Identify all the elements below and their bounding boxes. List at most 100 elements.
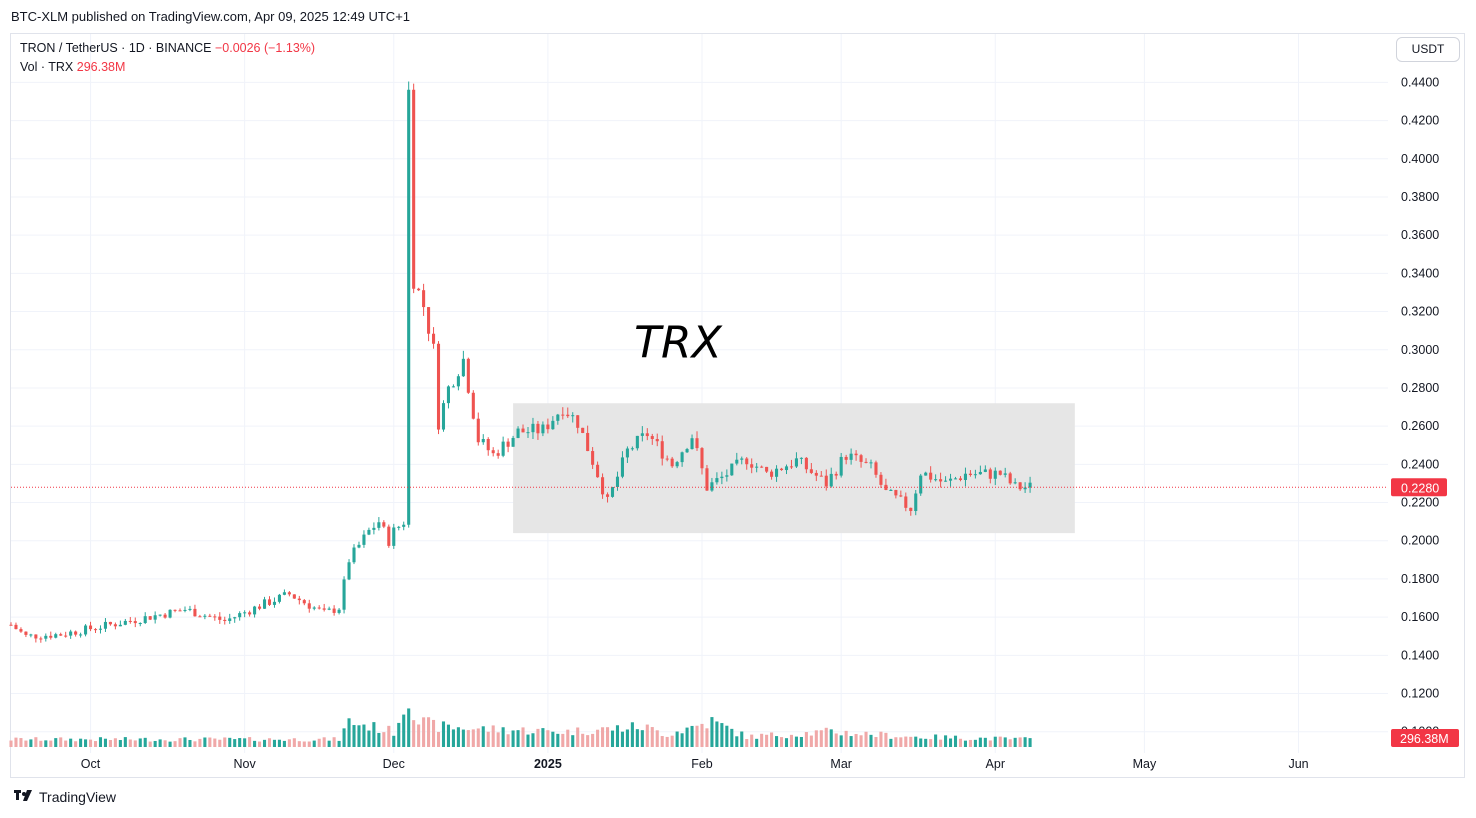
candle-body (44, 635, 48, 639)
candle-body (337, 609, 341, 613)
volume-bar (203, 737, 207, 747)
candle-body (417, 288, 421, 291)
volume-bar (108, 740, 112, 747)
candle-body (312, 607, 316, 609)
candle-body (148, 616, 152, 620)
volume-bar (342, 728, 346, 747)
candle-body (372, 527, 376, 530)
candle-body (24, 631, 28, 635)
volume-bar (864, 731, 868, 747)
price-tick-label: 0.1800 (1401, 572, 1439, 586)
candle-body (432, 333, 436, 344)
candle-body (481, 439, 485, 443)
volume-bar (118, 739, 122, 747)
footer-brand[interactable]: TradingView (11, 789, 116, 805)
volume-bar (944, 735, 948, 747)
candle-body (173, 609, 177, 611)
volume-bar (834, 733, 838, 747)
volume-bar (968, 739, 972, 747)
candle-body (949, 478, 953, 481)
candle-body (889, 489, 893, 491)
candle-body (894, 489, 898, 496)
candle-body (586, 432, 590, 452)
change-text: −0.0026 (−1.13%) (214, 41, 316, 55)
volume-bar (258, 741, 262, 747)
last-volume-label: 296.38M (1391, 729, 1459, 747)
candle-body (362, 534, 366, 545)
price-tick-label: 0.2200 (1401, 496, 1439, 510)
volume-bar (784, 738, 789, 747)
candle-body (591, 451, 595, 465)
volume-bar (750, 734, 754, 747)
volume-bar (461, 729, 465, 747)
candle-body (924, 472, 928, 476)
volume-bar (103, 738, 107, 747)
volume-bar (561, 733, 565, 747)
volume-bar (496, 732, 500, 747)
volume-bar (9, 740, 13, 747)
candle-body (74, 631, 78, 635)
volume-bar (432, 719, 436, 747)
range-box[interactable] (513, 403, 1075, 534)
volume-bar (198, 738, 202, 747)
time-tick-label: Dec (383, 757, 405, 771)
volume-row: Vol · TRX 296.38M (20, 58, 315, 77)
candle-body (784, 466, 789, 471)
volume-bar (34, 737, 38, 747)
volume-bar (874, 737, 878, 747)
candle-body (491, 450, 495, 454)
candle-body (19, 629, 23, 632)
candle-body (476, 418, 480, 443)
candle-body (869, 462, 873, 464)
volume-bar (814, 730, 818, 747)
candle-body (193, 608, 197, 617)
volume-bar (362, 724, 366, 747)
volume-bar (143, 737, 147, 747)
chart-legend: TRON / TetherUS · 1D · BINANCE −0.0026 (… (20, 39, 315, 77)
volume-bar (824, 727, 828, 747)
candle-body (879, 474, 883, 485)
candle-body (402, 524, 406, 527)
candle-body (630, 448, 634, 450)
volume-bar (635, 729, 639, 747)
volume-bar (625, 729, 629, 747)
volume-bar (332, 737, 336, 747)
candle-body (1023, 487, 1027, 490)
volume-bar (128, 739, 132, 747)
time-axis[interactable]: Oct Nov Dec 2025 Feb Mar Apr May Jun (81, 757, 1309, 771)
candle-body (605, 494, 610, 497)
candle-body (287, 592, 291, 595)
candle-body (610, 486, 615, 497)
candle-body (486, 439, 490, 451)
candle-body (377, 522, 381, 528)
volume-bar (924, 738, 928, 747)
volume-bar (963, 740, 967, 747)
volume-bar (183, 737, 187, 747)
publish-header: BTC-XLM published on TradingView.com, Ap… (11, 9, 410, 24)
candle-body (725, 475, 729, 477)
volume-bar (770, 732, 774, 747)
price-axis[interactable]: 0.4400 0.4200 0.4000 0.3800 0.3600 0.3400 0.32… (1401, 75, 1439, 738)
candle-body (183, 609, 187, 611)
volume-bar (546, 730, 550, 747)
volume-bar (24, 740, 28, 747)
candle-body (93, 629, 98, 631)
volume-value: 296.38M (76, 60, 126, 74)
volume-bar (958, 738, 963, 747)
volume-bar (188, 739, 192, 747)
volume-bar (983, 737, 987, 747)
candle-body (466, 358, 470, 393)
candle-body (79, 634, 83, 636)
candle-body (770, 471, 774, 477)
candle-body (322, 608, 326, 610)
volume-bar (441, 721, 446, 747)
volume-bar (387, 725, 391, 747)
candle-body (576, 415, 580, 428)
currency-button[interactable]: USDT (1396, 37, 1460, 62)
trx-annotation[interactable]: TRX (634, 317, 722, 368)
volume-bar (775, 736, 779, 747)
price-tick-label: 0.2400 (1401, 457, 1439, 471)
volume-bar (1023, 737, 1027, 747)
candle-body (168, 609, 172, 618)
